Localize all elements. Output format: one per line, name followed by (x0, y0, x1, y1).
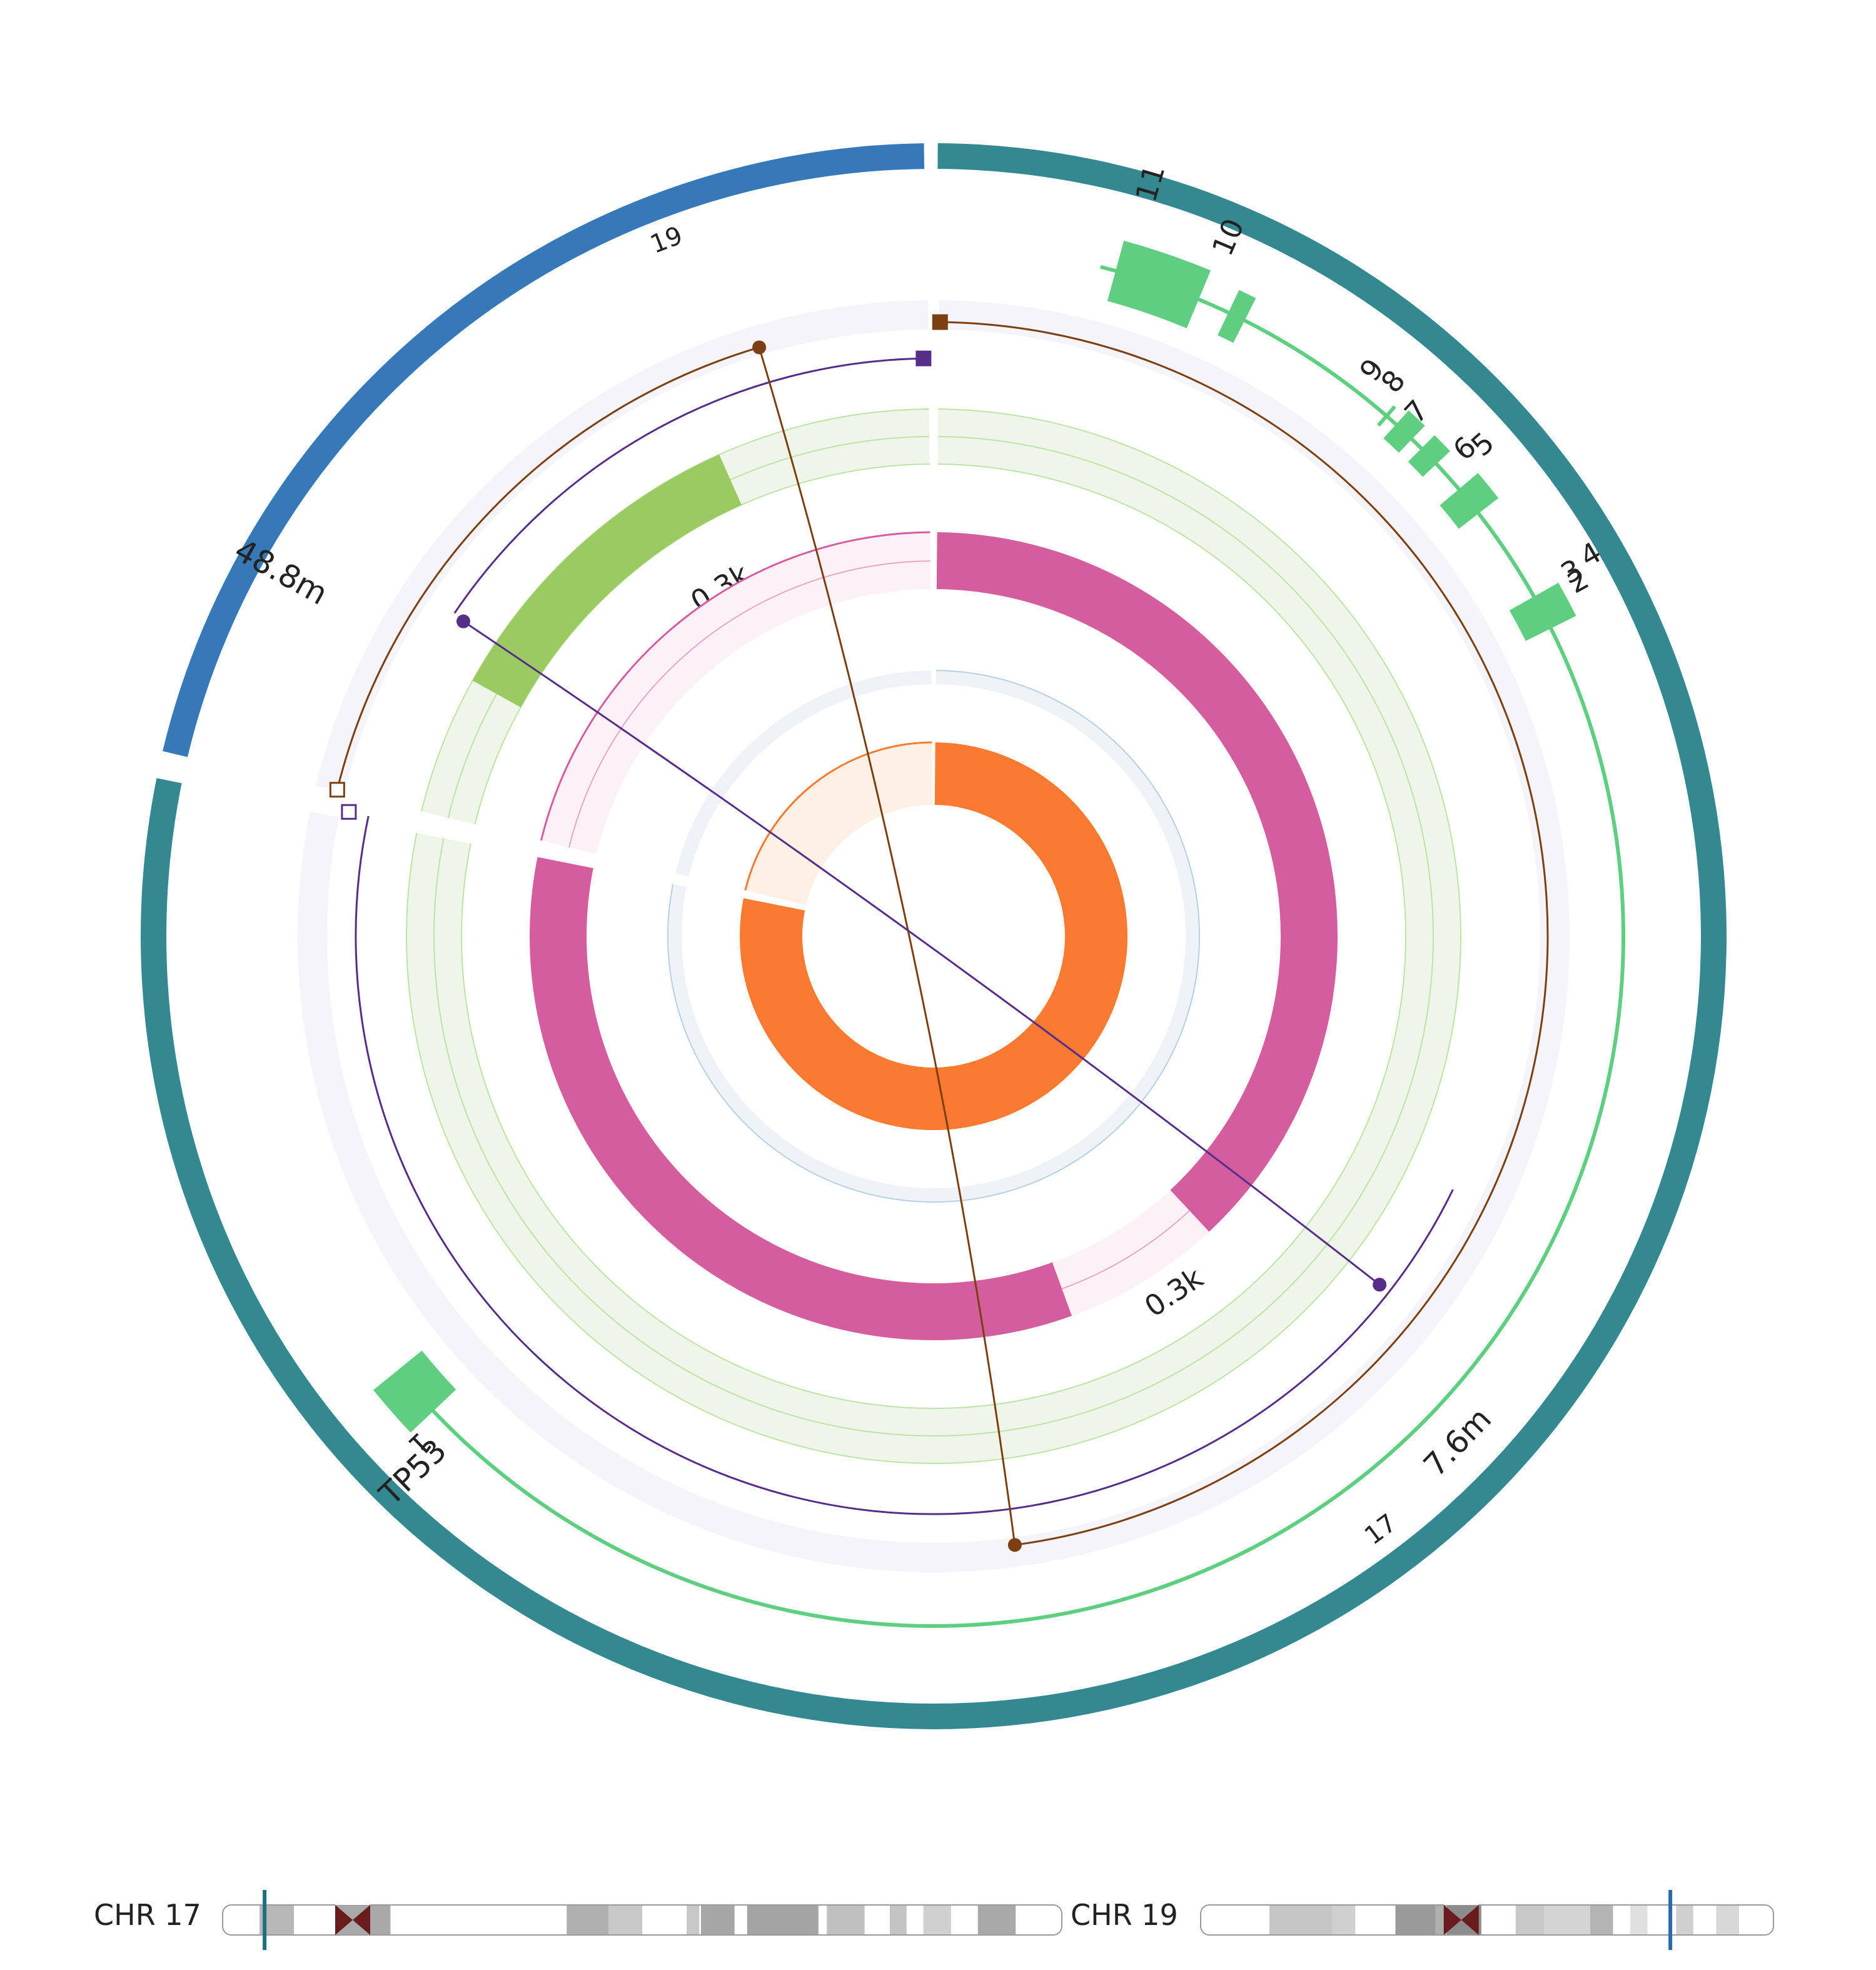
pink-gridline (568, 560, 930, 848)
link-purple-dot (1373, 1278, 1387, 1292)
link-purple-end-square (341, 804, 357, 820)
link-purple-dot (456, 614, 470, 629)
link-brown-dot (752, 340, 767, 355)
exon-group (373, 240, 1576, 1433)
exon-2-block (1509, 582, 1576, 641)
centromere-gap (335, 1904, 371, 1905)
centromere-gap (1443, 1904, 1479, 1905)
link-purple-start-square (915, 350, 932, 366)
gene-intron-line (420, 265, 1625, 1628)
centromere (353, 1905, 371, 1935)
orange-bar-track (740, 741, 1128, 1130)
ideogram-band (687, 1906, 700, 1934)
ideogram-band (923, 1906, 951, 1934)
link-brown-arc (336, 321, 1549, 1546)
ideogram-chr17-label: CHR 17 (94, 1898, 201, 1932)
green-gridline (461, 463, 1406, 1409)
ideogram-chr19[interactable] (1200, 1890, 1774, 1950)
pink-track-bar-chr19[interactable] (529, 857, 1072, 1341)
link-brown-start-square (932, 314, 948, 330)
exon-9-block (1377, 405, 1396, 427)
exon-7-block (1408, 435, 1450, 477)
ideogram-chr17[interactable] (222, 1890, 1062, 1950)
ideogram-band (889, 1906, 907, 1934)
ideogram-band (700, 1906, 735, 1934)
green-gridline (406, 408, 1461, 1464)
ideogram-band (977, 1906, 1016, 1934)
exon-10-block (1218, 290, 1256, 343)
link-brown-chord[interactable] (758, 347, 1016, 1545)
ideogram-band (608, 1906, 642, 1934)
pink-track-outline (540, 531, 930, 841)
centromere (1461, 1905, 1479, 1935)
chromosome-17-label: 17 (1359, 1508, 1402, 1550)
orange-track-background-chr19 (745, 742, 933, 906)
link-track-background-chr19 (315, 300, 929, 793)
link-purple-chord[interactable] (463, 620, 1381, 1286)
ideogram-band (1716, 1906, 1740, 1934)
link-brown-dot (1007, 1538, 1022, 1552)
ideogram-band (747, 1906, 819, 1934)
ideogram-band (1544, 1906, 1590, 1934)
ideogram-band (1269, 1906, 1333, 1934)
pink-bar-track: 0.3k (529, 531, 1338, 1341)
blue-track-outline (667, 670, 1200, 1203)
ideogram-band (1332, 1906, 1356, 1934)
centromere (1443, 1905, 1461, 1935)
green-gridline (474, 463, 930, 825)
link-group (329, 314, 1549, 1552)
orange-track-outline (744, 741, 932, 891)
link-marker-group (329, 314, 1387, 1552)
ideogram-legend: CHR 17 CHR 19 (94, 1890, 1774, 1950)
ideogram-position-marker (263, 1890, 267, 1950)
exon-8-block (1383, 410, 1425, 453)
chromosome-19-segment[interactable] (163, 143, 925, 757)
link-brown-end-square (329, 782, 345, 798)
pink-track-bar-chr17[interactable] (936, 532, 1338, 1232)
exon-11-block (1107, 240, 1211, 328)
pink-track-background-chr19 (541, 532, 931, 854)
orange-track-bar-chr17[interactable] (740, 742, 1128, 1130)
ideogram-band (1590, 1906, 1613, 1934)
link-purple-arc (355, 357, 1454, 1515)
chromosome-19-label: 19 (647, 221, 687, 260)
ideogram-chr19-label: CHR 19 (1071, 1898, 1178, 1932)
blue-track (667, 670, 1200, 1203)
ideogram-band (1395, 1906, 1436, 1934)
ideogram-position-marker (1668, 1890, 1673, 1950)
blue-track-background-chr19 (675, 670, 932, 877)
link-track (297, 300, 1570, 1573)
exon-5-block (1440, 473, 1499, 529)
exon-1-block (373, 1350, 456, 1433)
ideogram-band (827, 1906, 865, 1934)
ideogram-band (1515, 1906, 1545, 1934)
ideogram-band (1676, 1906, 1693, 1934)
centromere (335, 1905, 353, 1935)
green-track-bar[interactable] (472, 454, 742, 707)
position-label-chr19: 48.8m (228, 532, 333, 612)
ideogram-band (1630, 1906, 1648, 1934)
green-gridline (433, 436, 1434, 1437)
ideogram-band (567, 1906, 609, 1934)
